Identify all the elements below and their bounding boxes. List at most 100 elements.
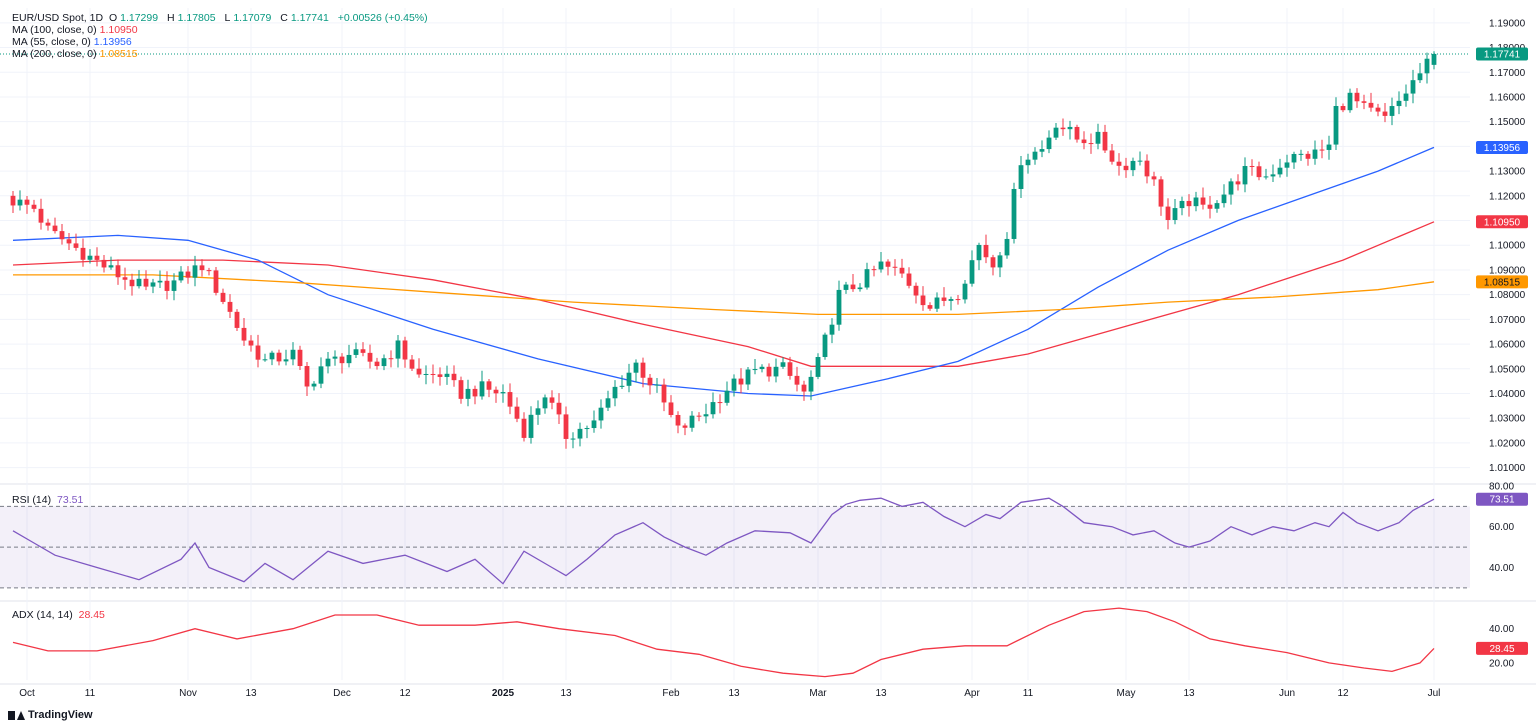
candle-body — [1144, 160, 1150, 177]
candle-body — [1368, 102, 1374, 108]
candle-body — [332, 356, 338, 359]
main-legend: EUR/USD Spot, 1D O 1.17299 H 1.17805 L 1.17… — [12, 12, 431, 60]
candle-body — [724, 390, 730, 403]
ma200-line — [13, 274, 1435, 316]
candle-body — [815, 356, 821, 377]
candle-body — [255, 345, 261, 360]
candle-body — [752, 369, 758, 371]
close-label: C — [280, 12, 288, 24]
candle-body — [304, 366, 310, 387]
time-tick-label: 13 — [560, 688, 572, 699]
candle-body — [1333, 106, 1339, 145]
candle-body — [206, 270, 212, 272]
legend-open: O 1.17299 — [109, 12, 161, 24]
legend-ma55-row[interactable]: MA (55, close, 0) 1.13956 — [12, 36, 431, 48]
candle-body — [227, 301, 233, 312]
candle-body — [276, 352, 282, 362]
candle-body — [829, 324, 835, 335]
candle-body — [563, 414, 569, 439]
candle-body — [374, 361, 380, 367]
candle-body — [38, 208, 44, 223]
candle-body — [451, 373, 457, 381]
legend-ma200-row[interactable]: MA (200, close, 0) 1.08515 — [12, 48, 431, 60]
high-value: 1.17805 — [177, 12, 216, 24]
rsi-badge: 73.51 — [1489, 495, 1514, 506]
candle-body — [542, 397, 548, 409]
candle-body — [1179, 200, 1185, 209]
candle-body — [423, 373, 429, 375]
adx-badge-bg — [1476, 641, 1528, 655]
candle-body — [1200, 197, 1206, 205]
time-tick-label: 13 — [245, 688, 257, 699]
candle-body — [1312, 149, 1318, 159]
candle-body — [1053, 127, 1059, 138]
price-tick-label: 1.17000 — [1489, 68, 1526, 79]
candle-body — [122, 277, 128, 280]
ma55-badge-bg — [1476, 140, 1528, 154]
candle-body — [1291, 153, 1297, 163]
rsi-line — [12, 497, 1435, 585]
price-tick-label: 1.07000 — [1489, 315, 1526, 326]
candle-body — [899, 267, 905, 274]
legend-ma100-row[interactable]: MA (100, close, 0) 1.10950 — [12, 24, 431, 36]
candle-body — [234, 311, 240, 328]
candle-body — [164, 280, 170, 291]
time-tick-label: 11 — [85, 688, 96, 699]
candle-body — [1326, 144, 1332, 150]
last-price-badge-bg — [1476, 47, 1528, 61]
candle-body — [710, 402, 716, 415]
candle-body — [1221, 194, 1227, 204]
candle-body — [1235, 181, 1241, 185]
candle-body — [10, 195, 16, 206]
price-tick-label: 1.03000 — [1489, 414, 1526, 425]
candle-body — [591, 420, 597, 429]
tradingview-brand[interactable]: TradingView — [8, 709, 93, 721]
candle-body — [640, 362, 646, 378]
candle-body — [969, 260, 975, 284]
candle-body — [556, 402, 562, 415]
candle-body — [402, 340, 408, 360]
candle-body — [17, 199, 23, 206]
adx-legend[interactable]: ADX (14, 14) 28.45 — [12, 609, 108, 621]
candle-body — [1403, 93, 1409, 101]
ma100-label: MA (100, close, 0) — [12, 24, 97, 36]
price-tick-label: 1.10000 — [1489, 241, 1526, 252]
candle-body — [948, 299, 954, 301]
candle-body — [500, 392, 506, 394]
close-value: 1.17741 — [290, 12, 329, 24]
candle-body — [1186, 200, 1192, 207]
time-tick-label: Mar — [809, 688, 827, 699]
candle-body — [535, 408, 541, 415]
candle-body — [703, 414, 709, 417]
candle-body — [220, 292, 226, 302]
price-tick-label: 1.15000 — [1489, 117, 1526, 128]
time-tick-label: Nov — [179, 688, 197, 699]
candle-body — [290, 349, 296, 360]
time-tick-label: 13 — [875, 688, 887, 699]
rsi-legend[interactable]: RSI (14) 73.51 — [12, 494, 86, 506]
time-tick-label: Jul — [1428, 688, 1441, 699]
candle-body — [1305, 153, 1311, 159]
adx-tick-label: 40.00 — [1489, 624, 1514, 635]
candle-body — [1431, 53, 1437, 65]
candle-body — [353, 349, 359, 355]
candle-body — [493, 389, 499, 394]
time-tick-label: 12 — [399, 688, 411, 699]
candle-body — [668, 402, 674, 415]
candle-body — [1060, 127, 1066, 130]
ma200-badge: 1.08515 — [1484, 277, 1521, 288]
candle-body — [1256, 166, 1262, 178]
candle-body — [731, 378, 737, 391]
candle-body — [409, 359, 415, 369]
time-tick-label: 2025 — [492, 688, 515, 699]
candle-body — [738, 378, 744, 385]
low-label: L — [224, 12, 231, 24]
candle-body — [479, 381, 485, 397]
candle-body — [472, 388, 478, 397]
time-tick-label: 13 — [1183, 688, 1195, 699]
candle-body — [885, 261, 891, 267]
ma100-value: 1.10950 — [99, 24, 138, 36]
candle-body — [1074, 126, 1080, 140]
candle-body — [178, 271, 184, 281]
candle-body — [157, 280, 163, 283]
